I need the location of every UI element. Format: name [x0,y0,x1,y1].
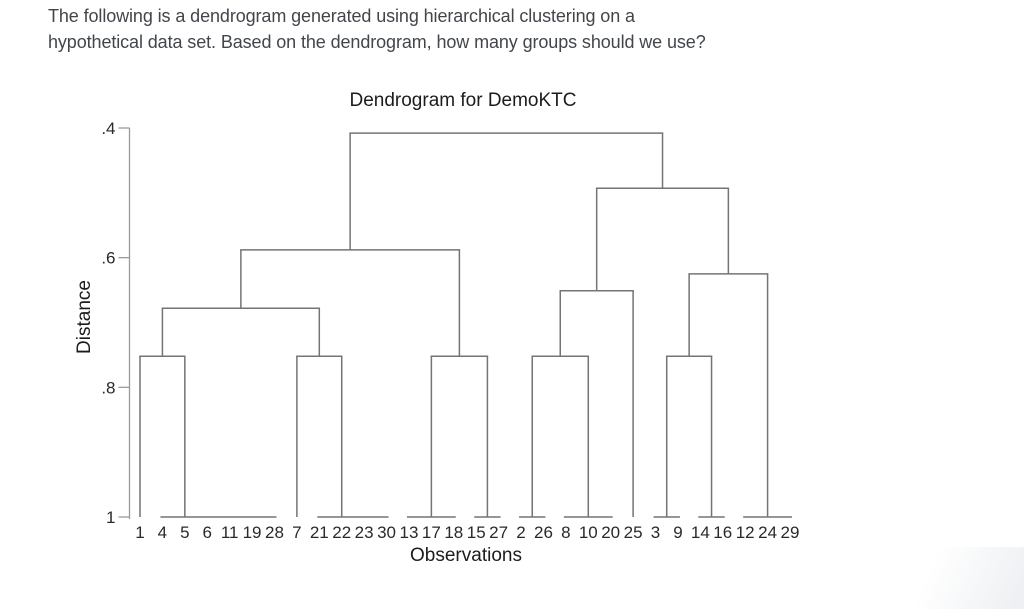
leaf-label: 8 [561,523,570,542]
leaf-label: 14 [691,523,710,542]
leaf-label: 21 [310,523,329,542]
leaf-label: 5 [180,523,189,542]
y-tick-label: 1 [106,508,115,527]
x-axis-label: Observations [410,545,522,566]
leaf-label: 12 [736,523,755,542]
question-line-2: hypothetical data set. Based on the dend… [48,32,706,52]
leaf-label: 30 [377,523,396,542]
leaf-label: 29 [781,523,800,542]
leaf-label: 20 [601,523,620,542]
leaf-label: 22 [332,523,351,542]
leaf-label: 17 [422,523,441,542]
y-tick-label: .6 [101,249,115,268]
question-text: The following is a dendrogram generated … [48,3,706,55]
leaf-label: 10 [579,523,598,542]
chart-title: Dendrogram for DemoKTC [349,90,577,111]
leaf-label: 9 [673,523,682,542]
leaf-label: 16 [713,523,732,542]
leaf-label: 15 [467,523,486,542]
leaf-label: 26 [534,523,553,542]
y-tick-label: .8 [101,378,115,397]
question-line-1: The following is a dendrogram generated … [48,6,635,26]
corner-decoration [898,547,1024,609]
leaf-label: 11 [221,523,239,542]
y-tick-label: .4 [101,119,115,138]
dendrogram-plot: .4.6.811 4 5 6 11 19 28 7 21 22 23 30 13 17 18 15 27 2 26 8… [101,119,800,542]
leaf-label: 19 [243,523,262,542]
leaf-label: 24 [758,523,777,542]
leaf-label: 3 [651,523,660,542]
leaf-label: 27 [489,523,508,542]
leaf-label: 4 [158,523,167,542]
leaf-label: 1 [135,523,144,542]
leaf-label: 25 [624,523,643,542]
leaf-label: 7 [292,523,301,542]
leaf-label: 6 [203,523,212,542]
leaf-label: 13 [400,523,419,542]
leaf-label: 2 [516,523,525,542]
leaf-label: 18 [444,523,463,542]
leaf-label: 28 [265,523,284,542]
leaf-label: 23 [355,523,374,542]
